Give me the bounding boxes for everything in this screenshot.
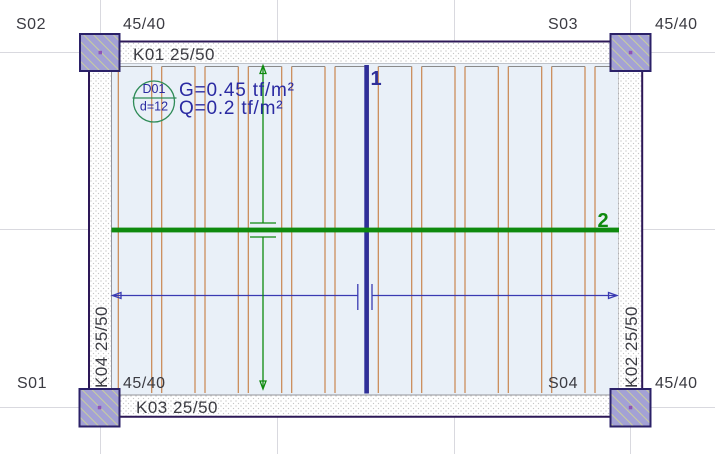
column-s01-node	[97, 405, 102, 410]
column-size-s04: 45/40	[655, 375, 698, 392]
slab-dead-load: G=0.45 tf/m²	[179, 80, 295, 101]
beam-k01-body[interactable]	[120, 42, 610, 64]
axis-label-1: 1	[371, 68, 382, 90]
column-label-s04: S04	[548, 375, 578, 392]
beam-k03[interactable]	[120, 395, 610, 418]
slab-live-load: Q=0.2 tf/m²	[179, 98, 283, 119]
column-s02[interactable]	[79, 33, 121, 72]
column-s03-node	[628, 50, 633, 55]
column-s04[interactable]	[609, 388, 652, 428]
beam-label-k04: K04 25/50	[92, 306, 111, 388]
slab-tag-bubble[interactable]	[132, 80, 177, 123]
axis-label-2: 2	[598, 210, 609, 232]
column-s03[interactable]	[609, 33, 652, 72]
column-size-s03: 45/40	[655, 16, 698, 33]
dim-arrow-left	[110, 291, 122, 300]
dim-arrow-up	[259, 63, 267, 75]
beam-label-k03: K03 25/50	[136, 398, 218, 417]
column-label-s03: S03	[548, 16, 578, 33]
column-label-s02: S02	[16, 16, 46, 33]
axis-line-2[interactable]	[111, 227, 620, 233]
beam-k02[interactable]	[618, 71, 644, 389]
beam-label-k01: K01 25/50	[133, 45, 215, 64]
beam-k04[interactable]	[88, 71, 112, 389]
beam-k04-body[interactable]	[89, 71, 112, 389]
column-label-s01: S01	[17, 375, 47, 392]
column-s04-node	[628, 405, 633, 410]
dim-arrow-right	[607, 291, 619, 300]
beam-label-k02: K02 25/50	[622, 306, 641, 388]
beam-k01[interactable]	[120, 40, 610, 64]
column-s01[interactable]	[78, 388, 121, 428]
dim-arrow-down	[259, 380, 267, 391]
slab-label: D01	[143, 82, 166, 96]
column-size-s01: 45/40	[123, 375, 166, 392]
beam-k03-body[interactable]	[120, 395, 610, 417]
dimension-horizontal[interactable]	[110, 284, 619, 310]
column-s02-node	[98, 50, 102, 55]
column-size-s02: 45/40	[123, 16, 166, 33]
beam-k02-body[interactable]	[618, 71, 642, 389]
slab-thickness: d=12	[140, 100, 168, 114]
dimension-vertical[interactable]	[250, 63, 276, 391]
